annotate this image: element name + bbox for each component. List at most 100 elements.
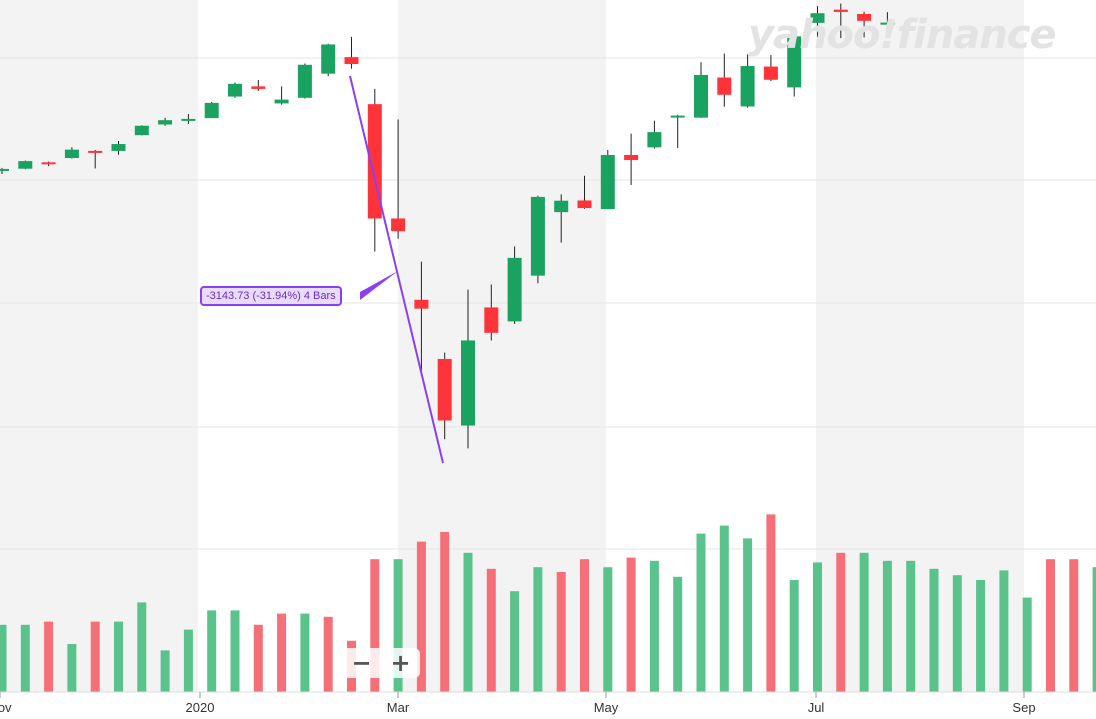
volume-bar [1069, 559, 1079, 692]
candles [0, 3, 895, 449]
volume-bar [719, 525, 729, 692]
volume-bar [882, 560, 892, 692]
background-bands [0, 0, 1024, 692]
volume-bar [183, 629, 193, 692]
volume-bar [999, 570, 1009, 692]
volume-bar [789, 580, 799, 692]
candle-body [624, 154, 639, 161]
volume-bar [207, 610, 217, 692]
candle-body [857, 13, 872, 21]
volume-bar [649, 560, 659, 692]
x-axis: Nov 2020 Mar May Jul Sep [0, 691, 1096, 715]
candle-body [670, 115, 685, 118]
candle-body [391, 218, 406, 232]
candle-body [274, 99, 289, 104]
volume-bar [440, 532, 450, 692]
volume-bar [906, 560, 916, 692]
candle-body [763, 66, 778, 80]
volume-bar [673, 576, 683, 692]
candle-body [740, 66, 755, 107]
candle-body [321, 44, 336, 74]
candle-body [787, 36, 802, 88]
x-tick-label: Nov [0, 700, 12, 715]
volume-bar [603, 567, 613, 692]
background-band [0, 0, 198, 692]
candle-body [134, 125, 149, 136]
candle-body [810, 13, 825, 23]
candle-body [228, 83, 242, 97]
candle-body [158, 120, 173, 125]
gridlines [0, 57, 1096, 550]
volume-bar [836, 552, 846, 692]
candle-body [717, 77, 732, 95]
candle-body [18, 161, 33, 169]
volume-bar [813, 562, 822, 692]
candle-body [554, 200, 569, 213]
candle-body [577, 200, 592, 209]
candle-body [181, 118, 196, 121]
volume-bar [67, 644, 77, 692]
zoom-out-button[interactable]: − [351, 649, 372, 677]
volume-bar [1046, 559, 1055, 692]
volume-bar [90, 621, 100, 692]
background-band [816, 0, 1024, 692]
zoom-controls: − + [342, 648, 420, 678]
candle-body [530, 196, 545, 276]
volume-bar [370, 559, 380, 692]
candle-body [484, 307, 499, 333]
volume-bar [766, 514, 776, 692]
candle-body [507, 257, 522, 322]
volume-bar [556, 572, 566, 692]
volume-bar [20, 624, 30, 692]
volume-bar [486, 568, 496, 692]
volume-bar [44, 621, 54, 692]
volume-bar [323, 616, 333, 692]
volume-bar [626, 557, 636, 692]
volume-bar [929, 568, 939, 692]
volume-bar [463, 552, 473, 692]
candle-body [694, 74, 708, 118]
candle-body [461, 340, 475, 426]
volume-bar [533, 567, 543, 692]
candle-body [880, 22, 895, 25]
volume-bar [952, 575, 962, 692]
volume-bar [859, 552, 869, 692]
volume-bar [1022, 597, 1032, 692]
candle-body [437, 358, 452, 421]
measurement-label: -3143.73 (-31.94%) 4 Bars [200, 286, 342, 306]
volume-bar [580, 559, 589, 692]
x-tick-label: 2020 [186, 700, 215, 715]
volume-bar [300, 613, 310, 692]
candle-body [64, 149, 79, 159]
volume-bar [696, 533, 706, 692]
candle-body [833, 9, 848, 12]
measurement-line [349, 75, 444, 464]
background-band [398, 0, 606, 692]
x-tick-label: Mar [387, 700, 410, 715]
measure-line [349, 75, 444, 464]
volume-bar [230, 610, 240, 692]
volume-bar [137, 602, 147, 692]
x-tick-label: Sep [1012, 700, 1035, 715]
candle-body [647, 132, 662, 148]
volume-bar [1092, 567, 1096, 692]
measure-pointer [360, 271, 398, 300]
candle-body [414, 299, 429, 309]
candle-body [0, 168, 9, 171]
candle-body [88, 150, 103, 153]
volume-bar [393, 559, 403, 692]
candle-body [204, 102, 219, 119]
candle-body [251, 86, 266, 89]
volume-bar [743, 538, 753, 692]
volume-bar [0, 624, 7, 692]
volume-bar [277, 613, 287, 692]
volume-bar [510, 591, 520, 692]
volume-bar [160, 650, 170, 692]
zoom-in-button[interactable]: + [390, 649, 411, 677]
candle-body [297, 64, 312, 98]
candle-body [344, 57, 359, 65]
volume-bar [416, 541, 426, 692]
candle-body [600, 154, 615, 210]
x-tick-label: May [594, 700, 619, 715]
